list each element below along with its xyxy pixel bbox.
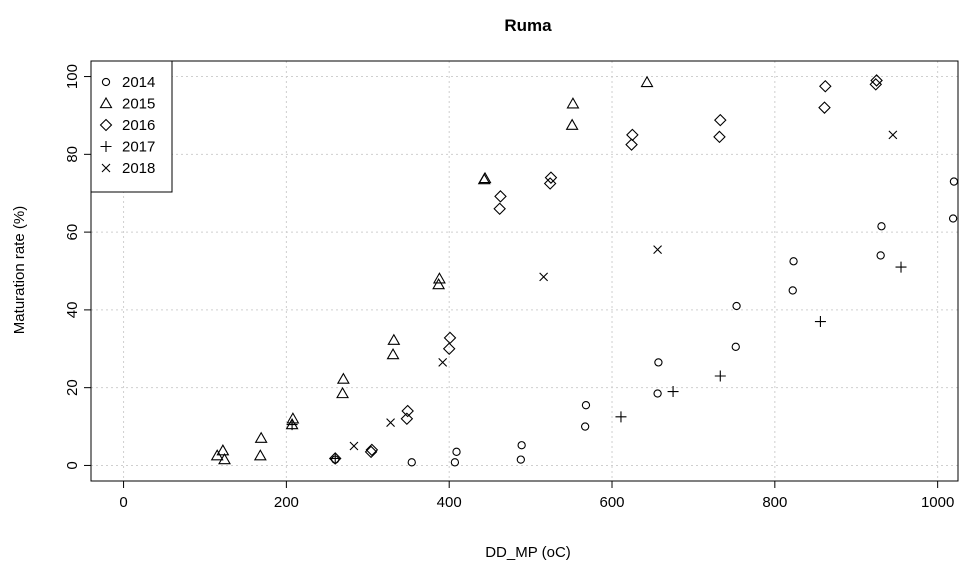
data-point-circle [653,389,662,398]
data-point-circle [732,301,741,311]
x-tick-label: 400 [437,494,462,511]
data-point-diamond [443,331,457,345]
legend-marker-cross [101,163,111,173]
data-point-triangle [386,348,400,360]
data-point-circle [948,214,958,223]
data-point-diamond [544,171,558,184]
y-tick-label: 20 [64,379,81,396]
data-point-triangle [566,97,580,109]
data-point-cross [386,418,395,428]
data-point-plus [329,452,341,464]
data-point-circle [877,222,886,231]
data-point-triangle [432,278,446,290]
y-tick-label: 80 [64,146,81,163]
data-point-diamond [494,190,507,203]
data-point-plus [895,261,907,273]
data-point-diamond [870,74,883,87]
data-point-circle [407,458,416,467]
data-point-diamond [400,412,414,426]
legend-label: 2016 [122,117,155,134]
data-point-circle [450,458,460,467]
data-point-triangle [336,372,350,384]
gridlines [91,61,958,481]
y-tick-label: 40 [64,302,81,319]
data-point-cross [888,130,898,140]
data-point-triangle [565,118,579,130]
data-point-triangle [254,431,268,443]
x-tick-label: 600 [599,494,624,511]
data-point-diamond [401,404,414,418]
legend-label: 2015 [122,96,155,113]
data-point-circle [788,286,797,295]
data-point-circle [516,455,525,464]
data-point-plus [615,411,627,423]
y-axis-label: Maturation rate (%) [11,206,28,334]
data-point-triangle [387,333,401,345]
x-axis-label: DD_MP (oC) [485,544,571,561]
data-point-circle [581,401,591,410]
data-point-circle [789,257,798,266]
y-tick-label: 60 [64,224,81,241]
data-point-circle [580,422,590,431]
data-point-diamond [819,79,832,93]
data-point-diamond [442,342,456,356]
data-point-diamond [625,138,638,151]
axis-ticks: 0 200 400 600 800 1000 0 20 40 60 80 100 [64,64,954,511]
x-tick-label: 800 [762,494,787,511]
data-point-cross [653,245,662,254]
data-point-diamond [818,101,831,114]
data-point-diamond [626,128,639,142]
data-point-diamond [493,202,506,216]
data-point-cross [539,272,549,282]
data-point-triangle [640,75,654,88]
legend-label: 2017 [122,139,155,156]
chart-title: Ruma [504,16,552,35]
data-point-triangle [336,386,349,399]
y-tick-label: 0 [64,461,81,469]
data-point-circle [654,358,663,367]
legend-marker-circle [101,77,111,87]
legend-marker-diamond [99,118,113,132]
data-point-diamond [713,130,726,144]
x-tick-label: 0 [119,494,127,511]
data-point-circle [452,447,461,456]
data-point-cross [438,358,448,367]
data-point-diamond [714,113,727,127]
data-point-diamond [365,443,379,457]
data-point-circle [731,342,740,351]
data-point-triangle [253,449,267,461]
data-point-triangle [478,171,492,184]
data-point-triangle [218,453,231,465]
plot-frame [90,60,959,482]
legend-label: 2018 [122,160,155,177]
data-point-triangle [216,444,230,456]
legend-marker-plus [100,141,112,152]
data-point-plus [667,386,679,398]
data-point-circle [949,177,959,186]
data-point-plus [286,419,298,431]
legend-marker-triangle [99,96,113,109]
data-point-diamond [869,78,883,91]
data-point-triangle [286,412,300,424]
legend: 2014 2015 2016 2017 2018 [90,60,173,193]
data-point-circle [876,251,885,260]
data-points [210,74,959,467]
legend-label: 2014 [122,74,155,91]
x-tick-label: 200 [274,494,299,511]
data-point-diamond [543,177,557,190]
data-point-diamond [364,445,378,459]
data-point-cross [349,441,359,451]
data-point-plus [814,316,826,328]
data-point-circle [517,441,526,450]
x-tick-label: 1000 [921,494,954,511]
data-point-triangle [432,272,446,284]
y-tick-label: 100 [64,64,81,89]
data-point-plus [714,370,726,382]
